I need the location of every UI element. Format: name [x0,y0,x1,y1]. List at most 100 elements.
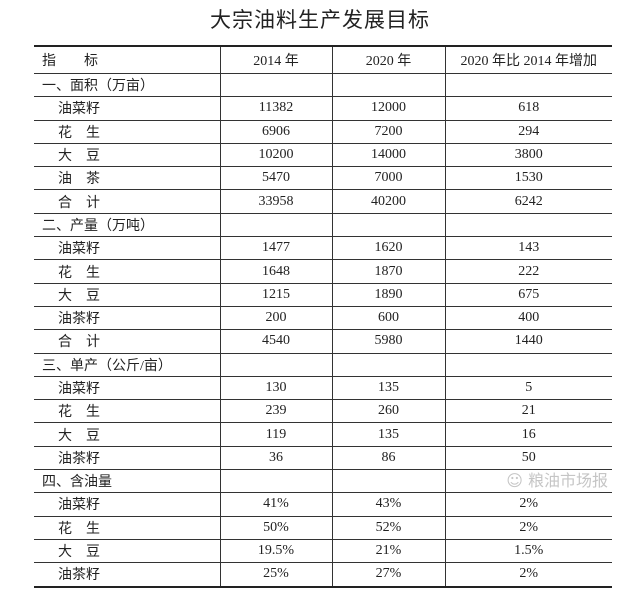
table-row: 大 豆 119 135 16 [34,422,612,447]
table-row: 油菜籽 41% 43% 2% [34,492,612,517]
header-row: 指 标 2014 年 2020 年 2020 年比 2014 年增加 [34,45,612,74]
table-row: 油茶籽 200 600 400 [34,305,612,331]
value-cell: 2% [444,562,612,588]
table-row: 花 生 6906 7200 294 [34,119,612,144]
value-cell: 222 [444,259,612,284]
section-row: 一、面积（万亩） [34,72,612,98]
value-cell: 260 [331,399,446,424]
value-cell: 1890 [331,282,446,307]
value-cell: 1477 [219,236,333,261]
section-row: 四、含油量 ☺ 粮油市场报 [34,469,613,494]
value-cell: 5 [444,375,612,401]
value-cell: 6906 [219,119,333,144]
item-label: 大 豆 [34,538,221,564]
value-cell: 135 [331,375,446,401]
value-cell: 50 [444,445,612,471]
item-label: 合 计 [34,329,221,354]
watermark: ☺ 粮油市场报 [446,471,613,491]
value-cell: 618 [444,96,612,121]
value-cell: 135 [331,422,446,447]
empty-cell [331,469,446,494]
value-cell: 10200 [219,142,333,168]
item-label: 油菜籽 [34,492,221,517]
value-cell: 21% [331,538,446,564]
value-cell: 1648 [219,259,333,284]
section-row: 二、产量（万吨） [34,212,612,238]
value-cell: 27% [331,562,446,588]
value-cell: 7000 [331,166,446,191]
value-cell: 43% [331,492,446,517]
value-cell: 130 [219,375,333,401]
table-row: 油 茶 5470 7000 1530 [34,166,612,191]
item-label: 花 生 [34,399,221,424]
watermark-text: 粮油市场报 [527,471,608,491]
header-cell: 2020 年比 2014 年增加 [444,45,612,74]
header-cell: 指 标 [34,45,221,74]
value-cell: 11382 [219,96,333,121]
header-cell: 2014 年 [219,45,333,74]
oilseed-targets-table: 指 标 2014 年 2020 年 2020 年比 2014 年增加 一、面积（… [34,45,612,588]
empty-cell [444,352,612,377]
item-label: 油菜籽 [34,236,221,261]
value-cell: 143 [444,236,612,261]
table-row: 油茶籽 25% 27% 2% [34,562,612,588]
value-cell: 1620 [331,236,446,261]
value-cell: 1215 [219,282,333,307]
item-label: 油茶籽 [34,562,221,588]
empty-cell [444,212,612,238]
empty-cell [331,352,446,377]
value-cell: 52% [331,515,446,540]
empty-cell [331,212,446,238]
item-label: 大 豆 [34,422,221,447]
value-cell: 5470 [219,166,333,191]
value-cell: 675 [444,282,612,307]
item-label: 大 豆 [34,282,221,307]
value-cell: 119 [219,422,333,447]
value-cell: 239 [219,399,333,424]
empty-cell [219,72,333,98]
table-row: 合 计 4540 5980 1440 [34,329,612,354]
table-row: 油菜籽 11382 12000 618 [34,96,612,121]
value-cell: 16 [444,422,612,447]
item-label: 油菜籽 [34,96,221,121]
item-label: 花 生 [34,515,221,540]
value-cell: 1440 [444,329,612,354]
value-cell: 33958 [219,189,333,214]
item-label: 合 计 [34,189,221,214]
table-row: 大 豆 1215 1890 675 [34,282,612,307]
empty-cell [219,212,333,238]
section-label: 一、面积（万亩） [34,72,221,98]
value-cell: 5980 [331,329,446,354]
value-cell: 1530 [444,166,612,191]
wechat-icon: ☺ [506,471,528,491]
value-cell: 6242 [444,189,612,214]
table-row: 合 计 33958 40200 6242 [34,189,612,214]
table-row: 油菜籽 1477 1620 143 [34,236,612,261]
value-cell: 2% [444,515,612,540]
value-cell: 7200 [331,119,446,144]
table-row: 油菜籽 130 135 5 [34,375,612,401]
item-label: 油菜籽 [34,375,221,401]
table-row: 花 生 50% 52% 2% [34,515,612,540]
section-label: 三、单产（公斤/亩） [34,352,221,377]
value-cell: 40200 [331,189,446,214]
empty-cell: ☺ 粮油市场报 [444,469,613,494]
value-cell: 86 [331,445,446,471]
table-row: 大 豆 10200 14000 3800 [34,142,612,168]
value-cell: 200 [219,305,333,331]
item-label: 大 豆 [34,142,221,168]
value-cell: 1870 [331,259,446,284]
section-label: 二、产量（万吨） [34,212,221,238]
section-label: 四、含油量 [34,469,221,494]
value-cell: 294 [444,119,612,144]
header-cell: 2020 年 [331,45,446,74]
section-row: 三、单产（公斤/亩） [34,352,612,377]
item-label: 花 生 [34,119,221,144]
value-cell: 41% [219,492,333,517]
table-row: 油茶籽 36 86 50 [34,445,612,471]
value-cell: 50% [219,515,333,540]
empty-cell [219,352,333,377]
value-cell: 1.5% [444,538,612,564]
value-cell: 25% [219,562,333,588]
value-cell: 2% [444,492,612,517]
